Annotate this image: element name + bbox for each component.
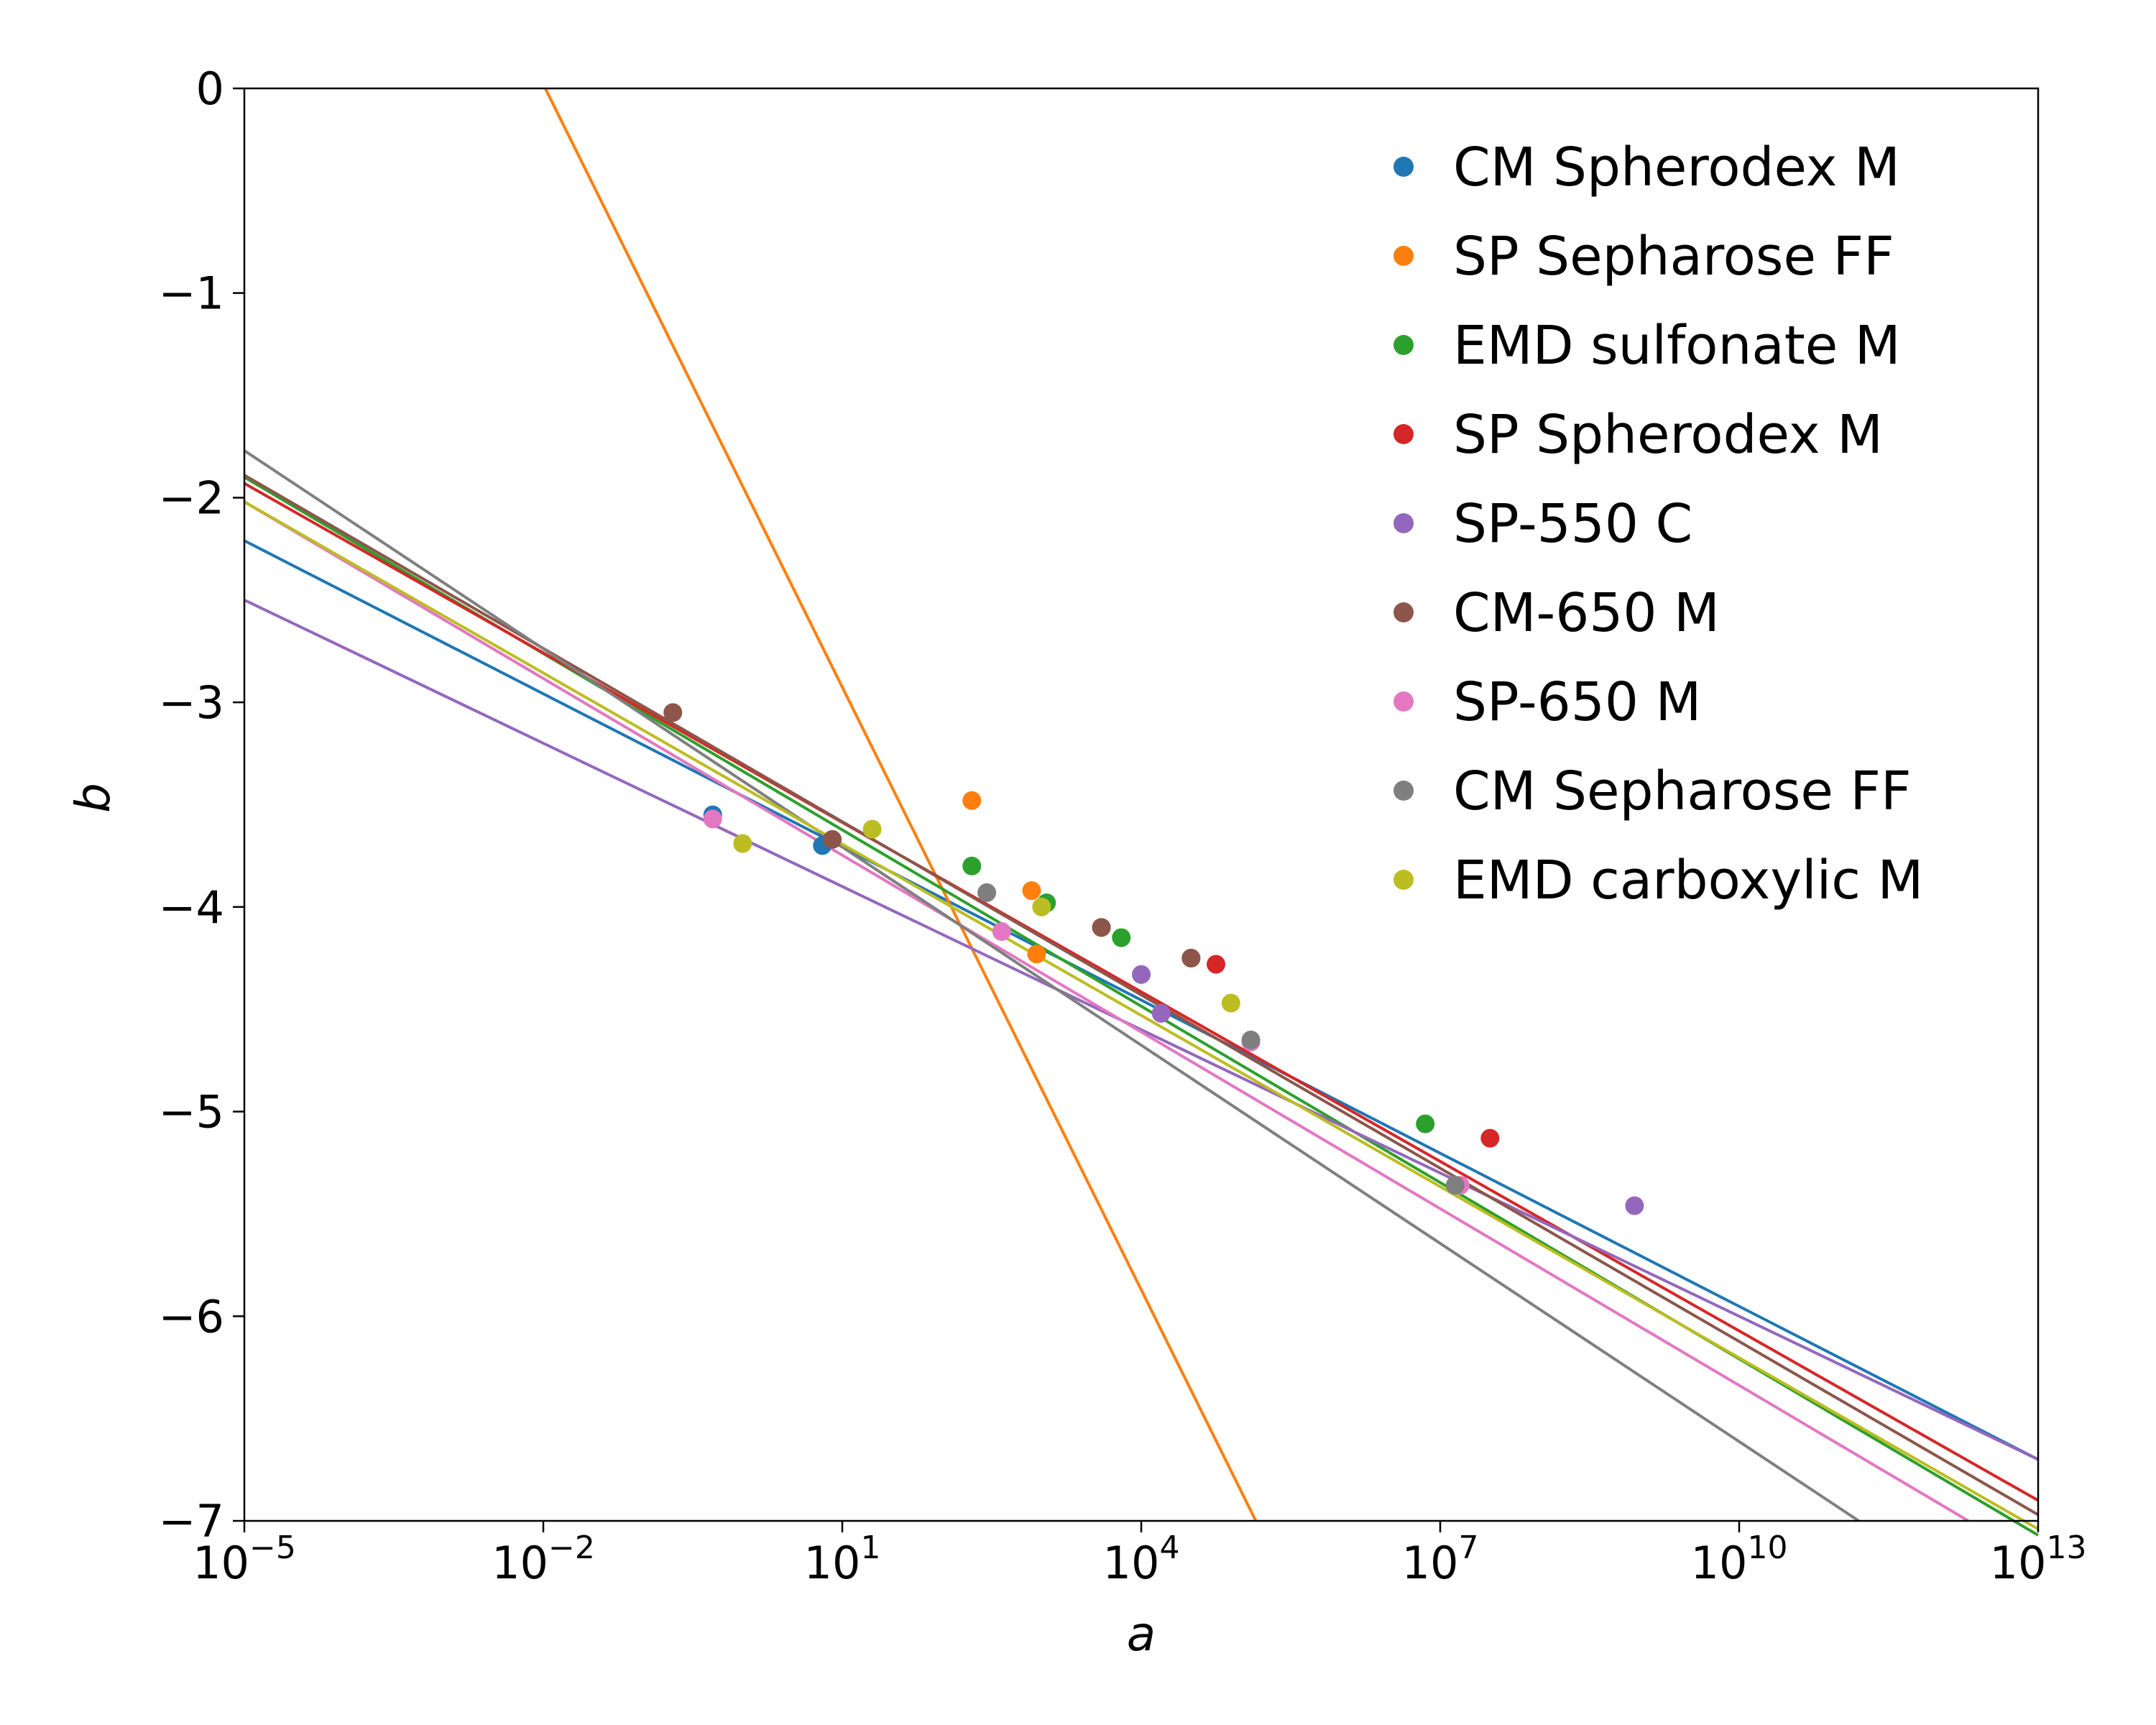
fit-line-cm-sepharose-ff: [243, 449, 1860, 1522]
x-axis-ticks: 10−5 10−2 101 104 107 1010 1013: [193, 1521, 2086, 1589]
fit-line-sp-650-m: [243, 500, 1969, 1522]
legend-label-emd-sulfonate-m: EMD sulfonate M: [1453, 315, 1901, 377]
point-sp-sepharose-ff-1: [1022, 881, 1041, 901]
y-tick-label: −6: [159, 1290, 224, 1343]
point-sp-550-c-2: [1625, 1196, 1644, 1215]
point-emd-carboxylic-m-0: [733, 834, 752, 853]
fit-line-emd-carboxylic-m: [244, 500, 2039, 1531]
y-axis-label: b: [65, 783, 121, 813]
fit-line-sp-sepharose-ff: [543, 88, 1258, 1522]
point-sp-sepharose-ff-0: [962, 791, 982, 810]
point-sp-spherodex-m-3: [1480, 1128, 1500, 1148]
point-emd-carboxylic-m-2: [1032, 897, 1051, 916]
y-tick-label: −3: [159, 676, 224, 729]
point-emd-sulfonate-m-2: [1112, 928, 1131, 947]
fit-line-cm-spherodex-m: [244, 539, 2039, 1461]
y-tick-label: −5: [159, 1086, 224, 1138]
point-emd-sulfonate-m-3: [1416, 1114, 1435, 1133]
point-cm-650-m-0: [663, 703, 683, 722]
fit-line-sp-spherodex-m: [244, 482, 2039, 1502]
y-tick-label: −1: [159, 267, 224, 320]
point-emd-sulfonate-m-0: [962, 856, 982, 875]
legend-label-emd-carboxylic-m: EMD carboxylic M: [1453, 850, 1923, 911]
point-sp-550-c-0: [1132, 965, 1151, 984]
point-sp-550-c-1: [1151, 1003, 1171, 1023]
x-tick-label: 101: [804, 1530, 881, 1589]
legend-marker-sp-sepharose-ff: [1393, 246, 1414, 266]
legend-marker-sp-550-c: [1393, 513, 1414, 533]
legend-marker-emd-sulfonate-m: [1393, 335, 1414, 355]
point-cm-650-m-1: [823, 829, 842, 849]
point-cm-sepharose-ff-1: [1241, 1030, 1261, 1049]
fit-line-cm-650-m: [243, 474, 2040, 1517]
legend-marker-sp-spherodex-m: [1393, 424, 1414, 444]
point-cm-650-m-3: [1181, 949, 1201, 968]
legend-marker-cm-spherodex-m: [1393, 157, 1414, 177]
x-tick-label: 1013: [1990, 1530, 2087, 1589]
point-emd-carboxylic-m-1: [862, 819, 882, 839]
legend-marker-emd-carboxylic-m: [1393, 870, 1414, 890]
point-emd-carboxylic-m-3: [1221, 993, 1240, 1013]
y-tick-label: −7: [159, 1495, 224, 1547]
legend-label-sp-550-c: SP-550 C: [1453, 493, 1692, 555]
legend-label-sp-spherodex-m: SP Spherodex M: [1453, 404, 1883, 466]
data-points: [663, 703, 1644, 1215]
x-axis-label: a: [1127, 1606, 1156, 1662]
y-axis-ticks: 0 −1 −2 −3 −4 −5 −6 −7: [159, 63, 244, 1547]
legend-marker-cm-650-m: [1393, 602, 1414, 622]
point-sp-650-m-0: [703, 809, 722, 829]
legend-label-sp-sepharose-ff: SP Sepharose FF: [1453, 226, 1894, 288]
legend: CM Spherodex M SP Sepharose FF EMD sulfona…: [1393, 137, 1923, 911]
legend-label-cm-650-m: CM-650 M: [1453, 582, 1720, 644]
x-tick-label: 10−2: [492, 1530, 595, 1589]
y-tick-label: 0: [196, 63, 224, 115]
x-tick-label: 104: [1103, 1530, 1180, 1589]
y-tick-label: −4: [159, 881, 224, 934]
point-cm-650-m-2: [1092, 918, 1111, 937]
point-cm-sepharose-ff-0: [977, 883, 997, 902]
x-tick-label: 10−5: [193, 1530, 296, 1589]
x-tick-label: 107: [1402, 1530, 1479, 1589]
point-sp-spherodex-m-2: [1207, 954, 1225, 974]
legend-label-cm-sepharose-ff: CM Sepharose FF: [1453, 760, 1912, 822]
point-cm-sepharose-ff-2: [1445, 1176, 1465, 1195]
fit-line-sp-550-c: [244, 598, 2039, 1461]
fit-lines: [243, 88, 2040, 1537]
y-tick-label: −2: [159, 472, 224, 524]
x-tick-label: 1010: [1691, 1530, 1788, 1589]
point-sp-sepharose-ff-2: [1027, 944, 1046, 964]
legend-label-cm-spherodex-m: CM Spherodex M: [1453, 137, 1900, 198]
legend-label-sp-650-m: SP-650 M: [1453, 671, 1701, 733]
point-sp-650-m-1: [992, 922, 1011, 942]
legend-marker-cm-sepharose-ff: [1393, 781, 1414, 801]
legend-marker-sp-650-m: [1393, 691, 1414, 712]
